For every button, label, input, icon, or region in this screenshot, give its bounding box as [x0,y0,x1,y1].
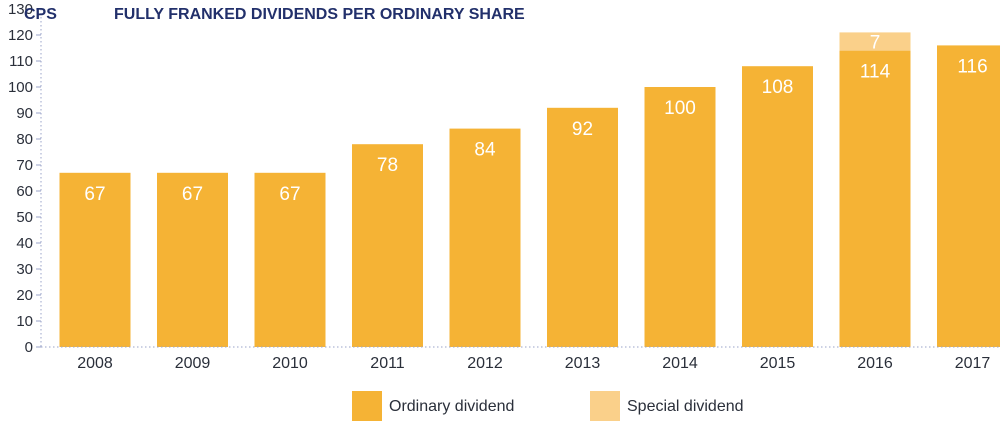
y-tick-label: 100 [8,79,33,96]
bar-ordinary-dividend [839,50,911,347]
bar-ordinary-dividend [644,87,716,347]
x-tick-label: 2012 [467,355,503,372]
y-tick-label: 40 [16,235,33,252]
bar-special-value-label: 7 [870,32,881,53]
bar-value-label: 114 [860,62,891,83]
y-tick-label: 110 [9,53,33,70]
x-tick-label: 2008 [77,355,113,372]
legend: Ordinary dividend Special dividend [352,391,744,421]
legend-swatch-ordinary [352,391,382,421]
bar-ordinary-dividend [742,66,813,347]
y-tick-label: 130 [8,1,33,18]
y-tick-label: 20 [16,287,33,304]
bar-ordinary-dividend [449,128,521,347]
bar-value-label: 108 [762,77,794,98]
x-tick-label: 2010 [272,355,308,372]
x-tick-label: 2009 [175,355,211,372]
bar-value-label: 84 [474,140,496,161]
bar-ordinary-dividend [937,45,1000,348]
x-tick-label: 2011 [370,355,405,372]
y-axis: 0 10 20 30 40 50 60 70 80 90 100 110 120 130 [8,1,42,356]
x-tick-label: 2017 [955,355,991,372]
y-tick-label: 50 [16,209,33,226]
y-tick-label: 30 [16,261,33,278]
bar-ordinary-dividend [157,172,228,347]
bar-value-label: 67 [279,184,300,205]
x-tick-label: 2016 [857,355,893,372]
x-tick-label: 2015 [760,355,796,372]
y-axis-unit-label: CPS [24,6,57,23]
chart-title: FULLY FRANKED DIVIDENDS PER ORDINARY SHA… [114,6,525,23]
y-tick-label: 120 [8,27,33,44]
bar-special-dividend [839,32,911,51]
y-tick-label: 90 [16,105,33,122]
y-tick-label: 70 [16,157,33,174]
bar-ordinary-dividend [254,172,326,347]
legend-label-special: Special dividend [627,398,744,415]
legend-swatch-special [590,391,620,421]
x-axis: 2008 2009 2010 2011 2012 2013 2014 2015 2016 2017 [41,346,1000,372]
y-tick-label: 10 [16,313,33,330]
bar-value-label: 116 [957,56,987,77]
x-tick-label: 2013 [565,355,601,372]
y-tick-label: 0 [25,339,33,356]
bar-ordinary-dividend [352,144,423,347]
bar-value-label: 100 [664,98,696,119]
x-tick-label: 2014 [662,355,698,372]
bar-value-label: 67 [84,184,105,205]
bar-ordinary-dividend [59,172,131,347]
y-tick-label: 60 [16,183,33,200]
bar-ordinary-dividend [547,107,618,347]
bar-value-label: 78 [377,155,398,176]
legend-label-ordinary: Ordinary dividend [389,398,514,415]
y-tick-label: 80 [16,131,33,148]
bar-value-label: 67 [182,184,203,205]
bars: 67 67 67 78 84 92 100 108 114 7 116 [59,32,1000,348]
bar-value-label: 92 [572,119,593,140]
